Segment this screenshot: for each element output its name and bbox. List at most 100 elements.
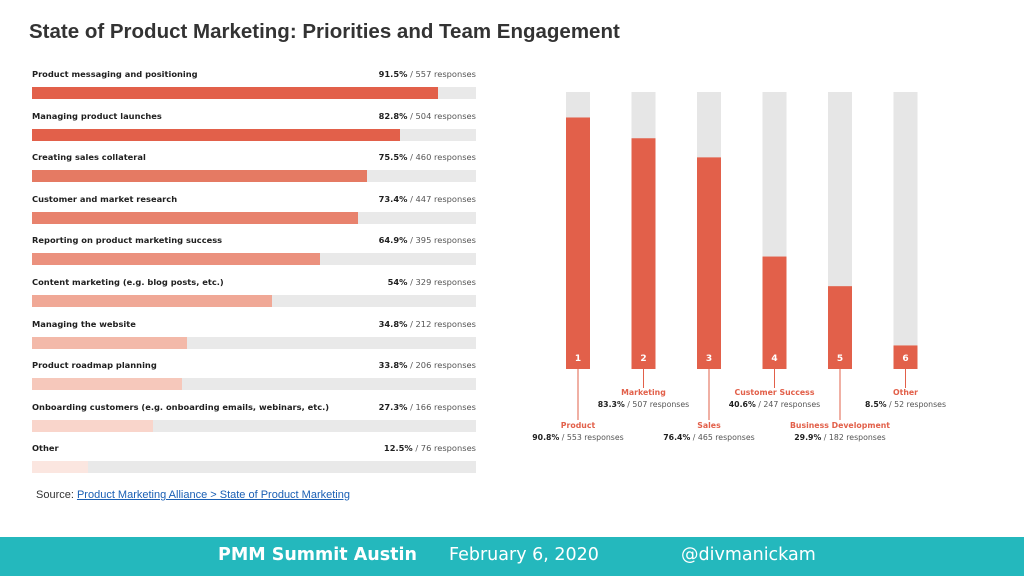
bar-fill: [32, 336, 187, 349]
bar-responses: / 166 responses: [407, 401, 476, 412]
column-bar: [566, 117, 590, 369]
bar-value-label: 75.5% / 460 responses: [379, 152, 476, 162]
bar-fill: [32, 170, 368, 183]
bar-fill: [32, 378, 183, 391]
bar-row: Customer and market research 73.4% / 447 …: [32, 191, 476, 233]
bar-fill: [32, 128, 400, 141]
bar-responses: / 212 responses: [407, 318, 476, 329]
bar-row: Product roadmap planning 33.8% / 206 resp…: [32, 357, 476, 399]
bar-row: Creating sales collateral 75.5% / 460 res…: [32, 149, 476, 191]
column-rank: 3: [706, 354, 712, 364]
bar-percent: 75.5%: [378, 152, 408, 163]
bar-value-label: 27.3% / 166 responses: [379, 402, 476, 412]
bar-category-label: Other: [32, 443, 59, 454]
bar-row: Managing product launches 82.8% / 504 res…: [32, 108, 476, 150]
bar-track: [32, 294, 476, 307]
bar-value-label: 91.5% / 557 responses: [379, 69, 476, 79]
bar-track: [32, 170, 476, 183]
bar-row: Managing the website 34.8% / 212 response…: [32, 316, 476, 358]
column-bar: [697, 157, 721, 369]
bar-track: [32, 378, 476, 391]
bar-category-label: Reporting on product marketing success: [32, 235, 223, 246]
bar-category-label: Customer and market research: [32, 193, 178, 204]
column-rank: 6: [902, 354, 908, 364]
column-category-label: Sales: [697, 421, 721, 430]
column-percent: 83.3%: [598, 400, 625, 409]
bar-percent: 82.8%: [378, 110, 408, 121]
column-percent: 40.6%: [729, 400, 756, 409]
bar-row: Other 12.5% / 76 responses: [32, 440, 476, 482]
bar-value-label: 34.8% / 212 responses: [379, 319, 476, 329]
bar-responses: / 460 responses: [407, 152, 476, 163]
column-bar: [893, 345, 918, 369]
bar-track: [32, 211, 476, 224]
column-percent: 90.8%: [532, 433, 559, 442]
column-category-label: Other: [893, 388, 918, 397]
column-category-label: Business Development: [790, 421, 890, 430]
column-percent: 8.5%: [865, 400, 887, 409]
bar-responses: / 76 responses: [412, 443, 476, 454]
column-value-label: 76.4% / 465 responses: [663, 433, 754, 442]
bar-track: [32, 336, 476, 349]
bar-category-label: Managing product launches: [32, 110, 162, 121]
bar-fill: [32, 294, 272, 307]
column-bar: [828, 286, 852, 369]
slide-title: State of Product Marketing: Priorities a…: [29, 20, 620, 43]
source-link[interactable]: Product Marketing Alliance > State of Pr…: [76, 489, 350, 501]
column-rank: 1: [575, 354, 581, 364]
column-percent: 76.4%: [663, 433, 690, 442]
column-category-label: Marketing: [621, 388, 666, 397]
footer-band: PMM Summit Austin February 6, 2020 @divm…: [0, 537, 1024, 576]
footer-event: PMM Summit Austin: [218, 545, 417, 565]
bar-value-label: 33.8% / 206 responses: [379, 360, 476, 370]
bar-track: [32, 253, 476, 266]
column-percent: 29.9%: [794, 433, 821, 442]
column-responses: / 247 responses: [756, 400, 820, 409]
footer-date: February 6, 2020: [449, 545, 599, 565]
horizontal-bar-chart: Product messaging and positioning 91.5% /…: [32, 66, 476, 482]
column-value-label: 40.6% / 247 responses: [729, 400, 820, 409]
bar-responses: / 395 responses: [407, 235, 476, 246]
bar-track: [32, 87, 476, 99]
column-track: [893, 92, 918, 369]
column-responses: / 553 responses: [559, 433, 623, 442]
bar-fill: [32, 211, 358, 224]
bar-row: Product messaging and positioning 91.5% /…: [32, 66, 476, 108]
bar-category-label: Content marketing (e.g. blog posts, etc.…: [32, 276, 224, 287]
bar-row: Reporting on product marketing success 64…: [32, 232, 476, 274]
column-bar: [762, 256, 787, 369]
column-bar: [631, 138, 656, 369]
bar-value-label: 82.8% / 504 responses: [379, 111, 476, 121]
bar-percent: 64.9%: [378, 235, 408, 246]
bar-row: Content marketing (e.g. blog posts, etc.…: [32, 274, 476, 316]
bar-percent: 34.8%: [378, 318, 408, 329]
column-responses: / 52 responses: [887, 400, 946, 409]
column-category-label: Customer Success: [735, 388, 815, 397]
column-responses: / 507 responses: [625, 400, 689, 409]
bar-category-label: Managing the website: [32, 318, 136, 329]
column-category-label: Product: [561, 421, 596, 430]
bar-value-label: 54% / 329 responses: [388, 277, 476, 287]
bar-percent: 27.3%: [378, 401, 408, 412]
bar-percent: 73.4%: [378, 193, 408, 204]
bar-percent: 12.5%: [383, 443, 413, 454]
bar-value-label: 73.4% / 447 responses: [379, 194, 476, 204]
bar-percent: 91.5%: [378, 69, 408, 79]
column-rank: 2: [640, 354, 646, 364]
column-responses: / 465 responses: [690, 433, 754, 442]
bar-responses: / 329 responses: [407, 276, 476, 287]
column-rank: 5: [837, 354, 843, 364]
bar-responses: / 206 responses: [407, 360, 476, 371]
column-value-label: 90.8% / 553 responses: [532, 433, 623, 442]
bar-value-label: 12.5% / 76 responses: [384, 443, 476, 453]
bar-percent: 33.8%: [378, 360, 408, 371]
bar-category-label: Creating sales collateral: [32, 152, 146, 163]
bar-category-label: Product messaging and positioning: [32, 69, 198, 79]
bar-track: [32, 128, 476, 141]
bar-fill: [32, 461, 88, 474]
column-value-label: 8.5% / 52 responses: [865, 400, 946, 409]
column-value-label: 29.9% / 182 responses: [794, 433, 885, 442]
bar-fill: [32, 253, 321, 266]
bar-row: Onboarding customers (e.g. onboarding em…: [32, 399, 476, 441]
bar-track: [32, 419, 476, 432]
